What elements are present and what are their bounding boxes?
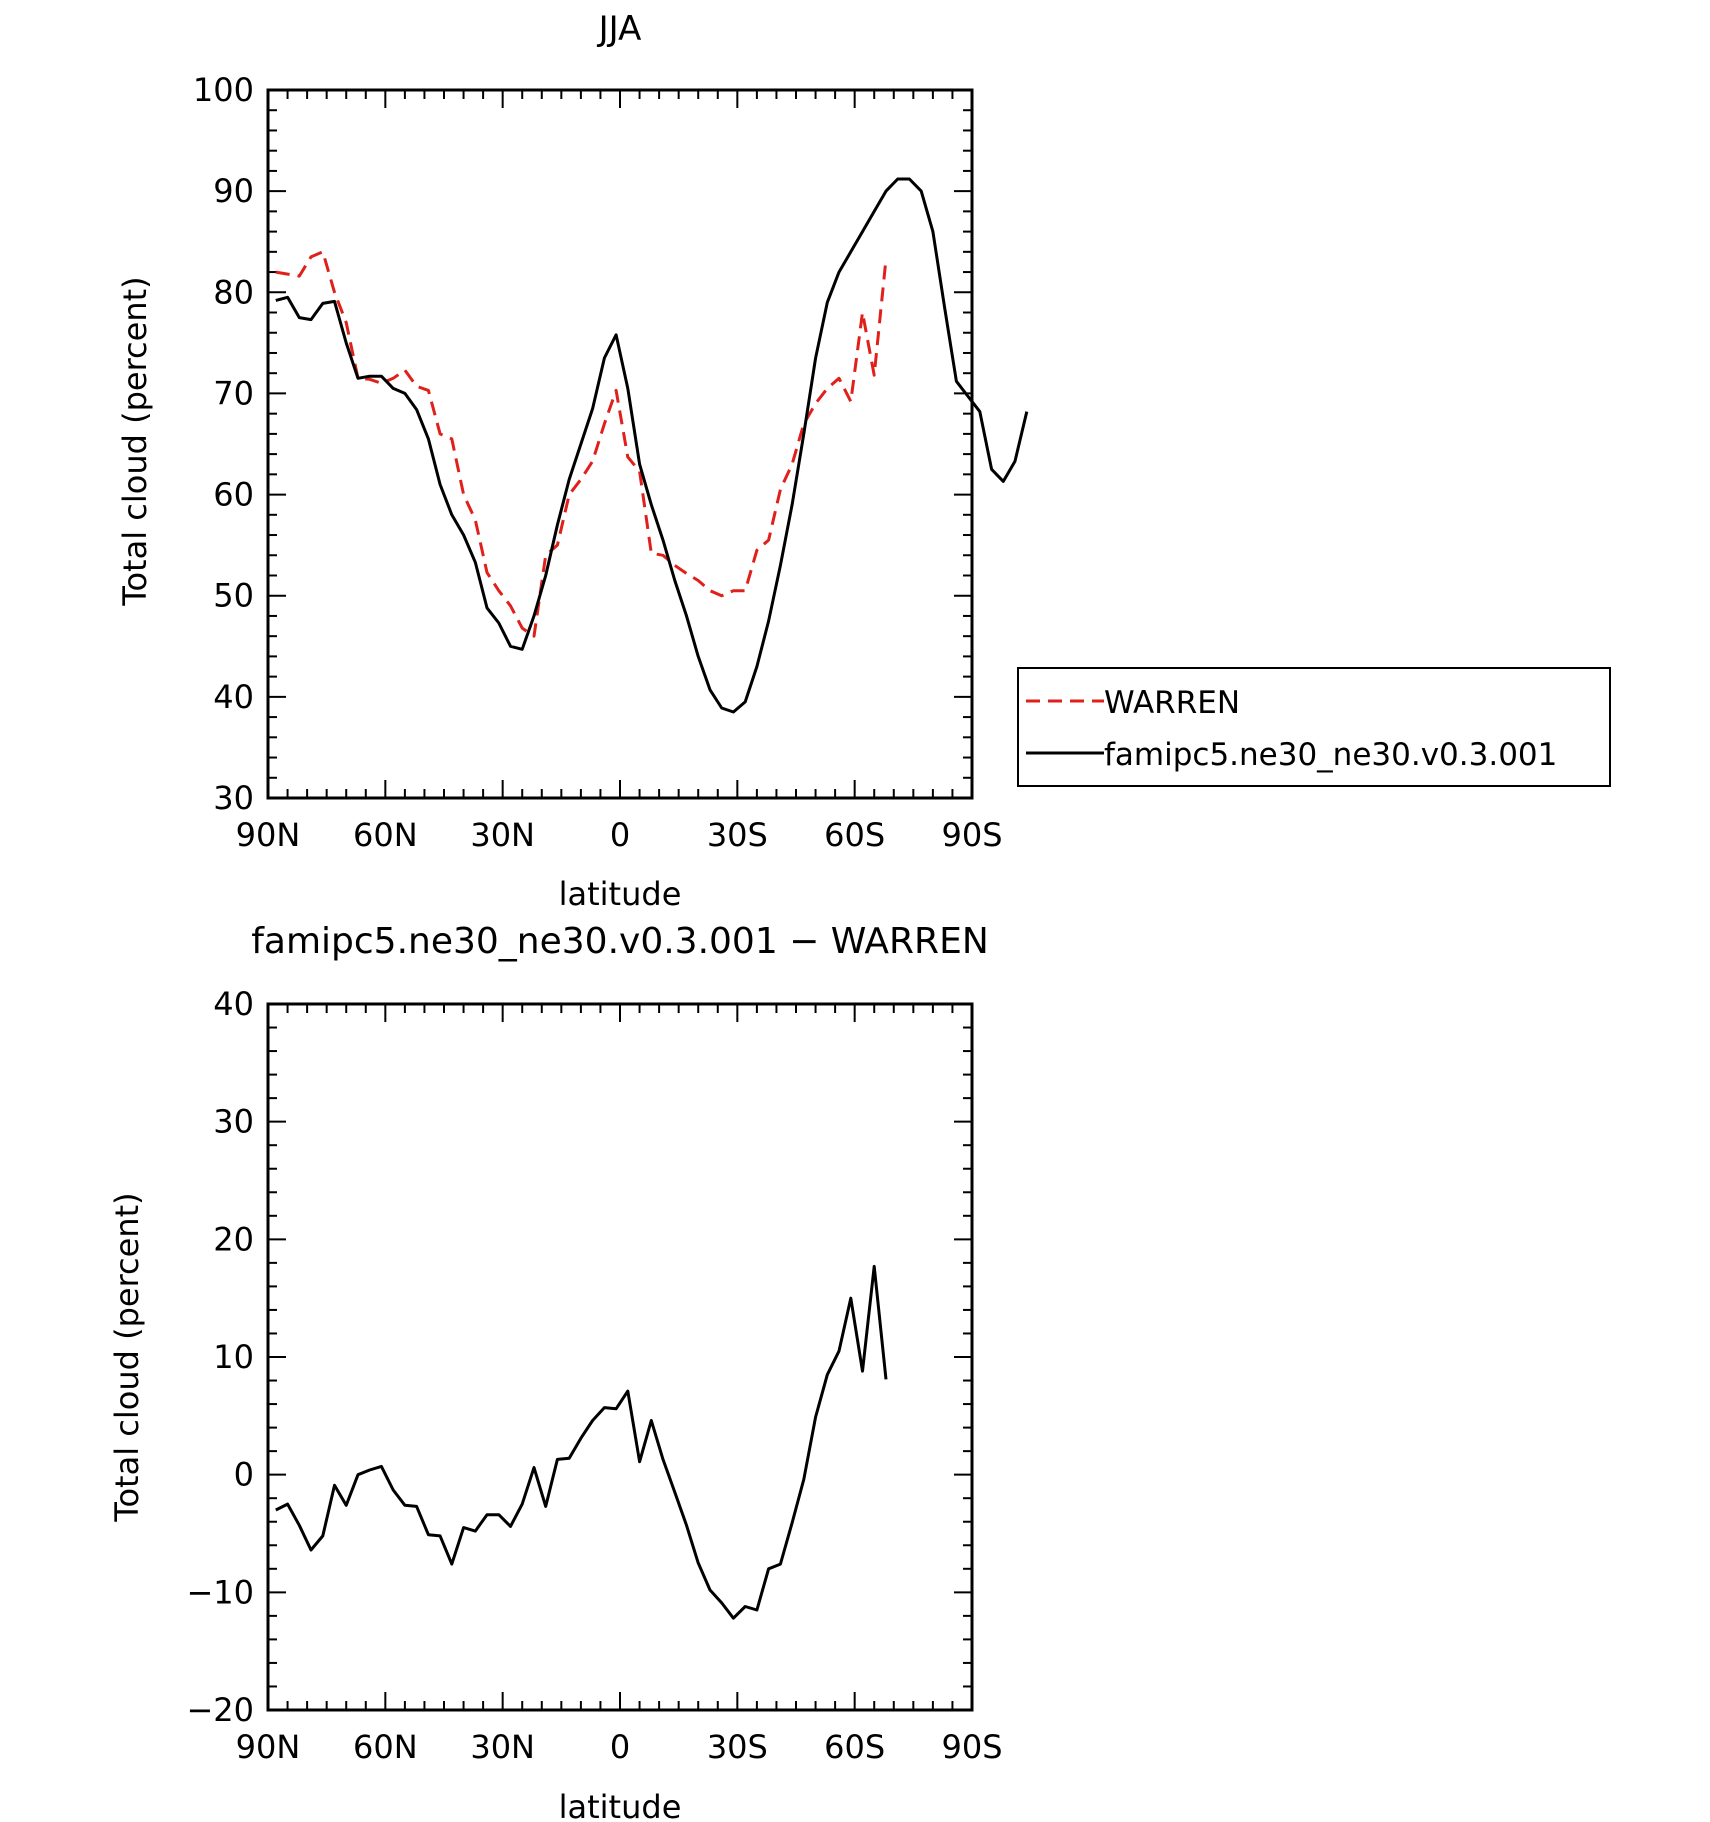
x-axis-label: latitude: [559, 875, 682, 913]
plot-frame: [266, 88, 974, 800]
y-tick-label: 20: [213, 1220, 254, 1258]
legend-label-warren: WARREN: [1104, 685, 1240, 721]
y-tick-label: −20: [186, 1691, 254, 1729]
axis-ticks: [267, 89, 973, 799]
data-lines: [275, 1264, 888, 1620]
panel-jja: JJA Total cloud (percent) latitude 90N 60…: [116, 9, 1611, 913]
y-axis-label: Total cloud (percent): [116, 276, 154, 606]
y-tick-label: 90: [213, 172, 254, 210]
x-tick-label: 30S: [707, 816, 768, 854]
legend: WARREN famipc5.ne30_ne30.v0.3.001: [1017, 667, 1611, 787]
x-axis-label: latitude: [559, 1788, 682, 1822]
x-tick-label: 0: [610, 816, 630, 854]
legend-label-model: famipc5.ne30_ne30.v0.3.001: [1104, 737, 1557, 773]
x-tick-label: 30N: [470, 816, 535, 854]
x-tick-label: 60S: [824, 816, 885, 854]
legend-box: [1017, 667, 1611, 787]
plot-frame: [266, 1002, 974, 1712]
x-tick-label: 0: [610, 1728, 630, 1766]
y-tick-label: −10: [186, 1573, 254, 1611]
x-tick-label: 30S: [707, 1728, 768, 1766]
x-tick-label: 90S: [941, 1728, 1002, 1766]
y-tick-label: 100: [193, 71, 254, 109]
chart-title: famipc5.ne30_ne30.v0.3.001 − WARREN: [251, 921, 989, 962]
x-tick-label: 30N: [470, 1728, 535, 1766]
chart-title: JJA: [597, 9, 642, 49]
y-tick-label: 0: [234, 1456, 254, 1494]
tick-labels: 90N 60N 30N 0 30S 60S 90S 30 40 50 60 70 80 90 100: [193, 71, 1003, 854]
y-tick-label: 50: [213, 577, 254, 615]
x-tick-label: 90N: [236, 1728, 301, 1766]
y-tick-label: 30: [213, 1103, 254, 1141]
axis-ticks: [267, 1003, 973, 1711]
y-tick-label: 70: [213, 374, 254, 412]
y-tick-label: 40: [213, 678, 254, 716]
y-tick-label: 40: [213, 985, 254, 1023]
y-tick-label: 10: [213, 1338, 254, 1376]
series-line-0: [275, 250, 888, 638]
x-tick-label: 90N: [236, 816, 301, 854]
x-tick-label: 60S: [824, 1728, 885, 1766]
x-tick-label: 90S: [941, 816, 1002, 854]
series-line-0: [275, 1264, 888, 1620]
series-line-1: [275, 177, 1029, 714]
x-tick-label: 60N: [353, 816, 418, 854]
tick-labels: 90N 60N 30N 0 30S 60S 90S −20 −10 0 10 20 30 40: [186, 985, 1002, 1766]
y-tick-label: 60: [213, 476, 254, 514]
y-tick-label: 80: [213, 273, 254, 311]
x-tick-label: 60N: [353, 1728, 418, 1766]
y-axis-label: Total cloud (percent): [108, 1192, 146, 1522]
data-lines: [275, 177, 1029, 714]
panel-difference: famipc5.ne30_ne30.v0.3.001 − WARREN Tota…: [108, 921, 1003, 1822]
y-tick-label: 30: [213, 779, 254, 817]
